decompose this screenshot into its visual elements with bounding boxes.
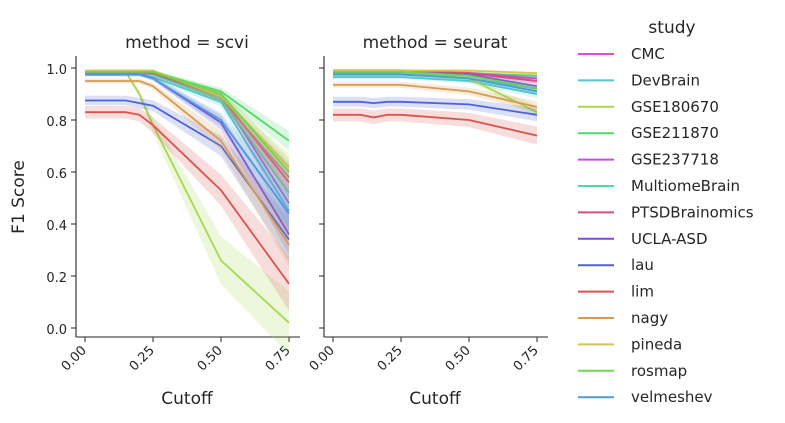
- legend-label: nagy: [631, 309, 668, 327]
- series-line-DevBrain: [333, 76, 538, 95]
- series-line-rosmap: [333, 71, 538, 90]
- series-line-lau: [333, 100, 538, 116]
- legend-label: CMC: [631, 45, 665, 63]
- panel-seurat: method = seurat 0.00 0.25 0.50 0.75: [307, 33, 548, 374]
- series-line-lau: [85, 99, 290, 241]
- x-tick-label: 0.00: [59, 343, 90, 374]
- series-band-rosmap: [85, 70, 289, 186]
- y-tick-label: 0.0: [46, 323, 67, 338]
- series-line-velmeshev: [85, 73, 290, 215]
- legend: study CMC DevBrain GSE180670 GSE211870 GSE23…: [578, 18, 754, 406]
- series-band-velmeshev: [85, 72, 289, 233]
- series-band-lim: [85, 105, 289, 311]
- y-tick-label: 0.8: [46, 115, 67, 130]
- legend-label: velmeshev: [631, 388, 713, 406]
- legend-label: GSE180670: [631, 98, 719, 116]
- series-band-lau: [85, 95, 289, 262]
- series-line-nagy: [85, 80, 290, 246]
- series-band-nagy: [85, 78, 289, 267]
- x-axis-label-scvi: Cutoff: [161, 389, 214, 409]
- legend-label: GSE237718: [631, 151, 719, 169]
- legend-label: DevBrain: [631, 71, 700, 89]
- legend-label: lau: [631, 256, 654, 274]
- legend-label: PTSDBrainomics: [631, 203, 754, 221]
- legend-label: GSE211870: [631, 124, 719, 142]
- series-band-GSE180670: [85, 70, 289, 355]
- x-tick-label: 0.75: [263, 343, 294, 374]
- panel-title: method = seurat: [363, 33, 508, 53]
- series-band-GSE237718: [85, 70, 289, 221]
- y-tick-label: 0.4: [46, 219, 67, 234]
- legend-label: pineda: [631, 335, 682, 353]
- legend-label: MultiomeBrain: [631, 177, 740, 195]
- series-line-pineda: [333, 69, 538, 75]
- series-line-velmeshev: [333, 73, 538, 93]
- series-line-rosmap: [85, 71, 290, 173]
- x-tick-label: 0.25: [375, 343, 406, 374]
- series-line-pineda: [85, 69, 290, 168]
- y-tick-label: 0.6: [46, 167, 67, 182]
- series-band-MultiomeBrain: [85, 70, 289, 209]
- legend-label: rosmap: [631, 362, 687, 380]
- y-tick-label: 1.0: [46, 63, 67, 78]
- x-tick-label: 0.50: [195, 343, 226, 374]
- series-line-lim: [333, 113, 538, 137]
- legend-label: UCLA-ASD: [631, 230, 708, 248]
- panel-title: method = scvi: [125, 33, 249, 53]
- y-tick-label: 0.2: [46, 271, 67, 286]
- x-axis-label-seurat: Cutoff: [409, 389, 462, 409]
- series-band-PTSDBrainomics: [85, 70, 289, 198]
- x-tick-label: 0.50: [443, 343, 474, 374]
- panel-scvi: method = scvi 0.0 0.2 0.4 0.6 0.8 1.0 0.00 0.25 0…: [46, 33, 300, 374]
- series-band-lim: [333, 108, 537, 145]
- series-line-nagy: [333, 84, 538, 108]
- series-band-UCLA-ASD: [85, 72, 289, 256]
- x-tick-label: 0.00: [307, 343, 338, 374]
- x-tick-label: 0.25: [127, 343, 158, 374]
- series-line-lim: [85, 111, 290, 285]
- y-axis-label: F1 Score: [9, 160, 29, 234]
- x-tick-label: 0.75: [511, 343, 542, 374]
- series-band-DevBrain: [85, 72, 289, 230]
- legend-title: study: [648, 18, 695, 38]
- series-band-GSE180670: [333, 70, 537, 119]
- series-band-PTSDBrainomics: [333, 70, 537, 84]
- legend-label: lim: [631, 283, 654, 301]
